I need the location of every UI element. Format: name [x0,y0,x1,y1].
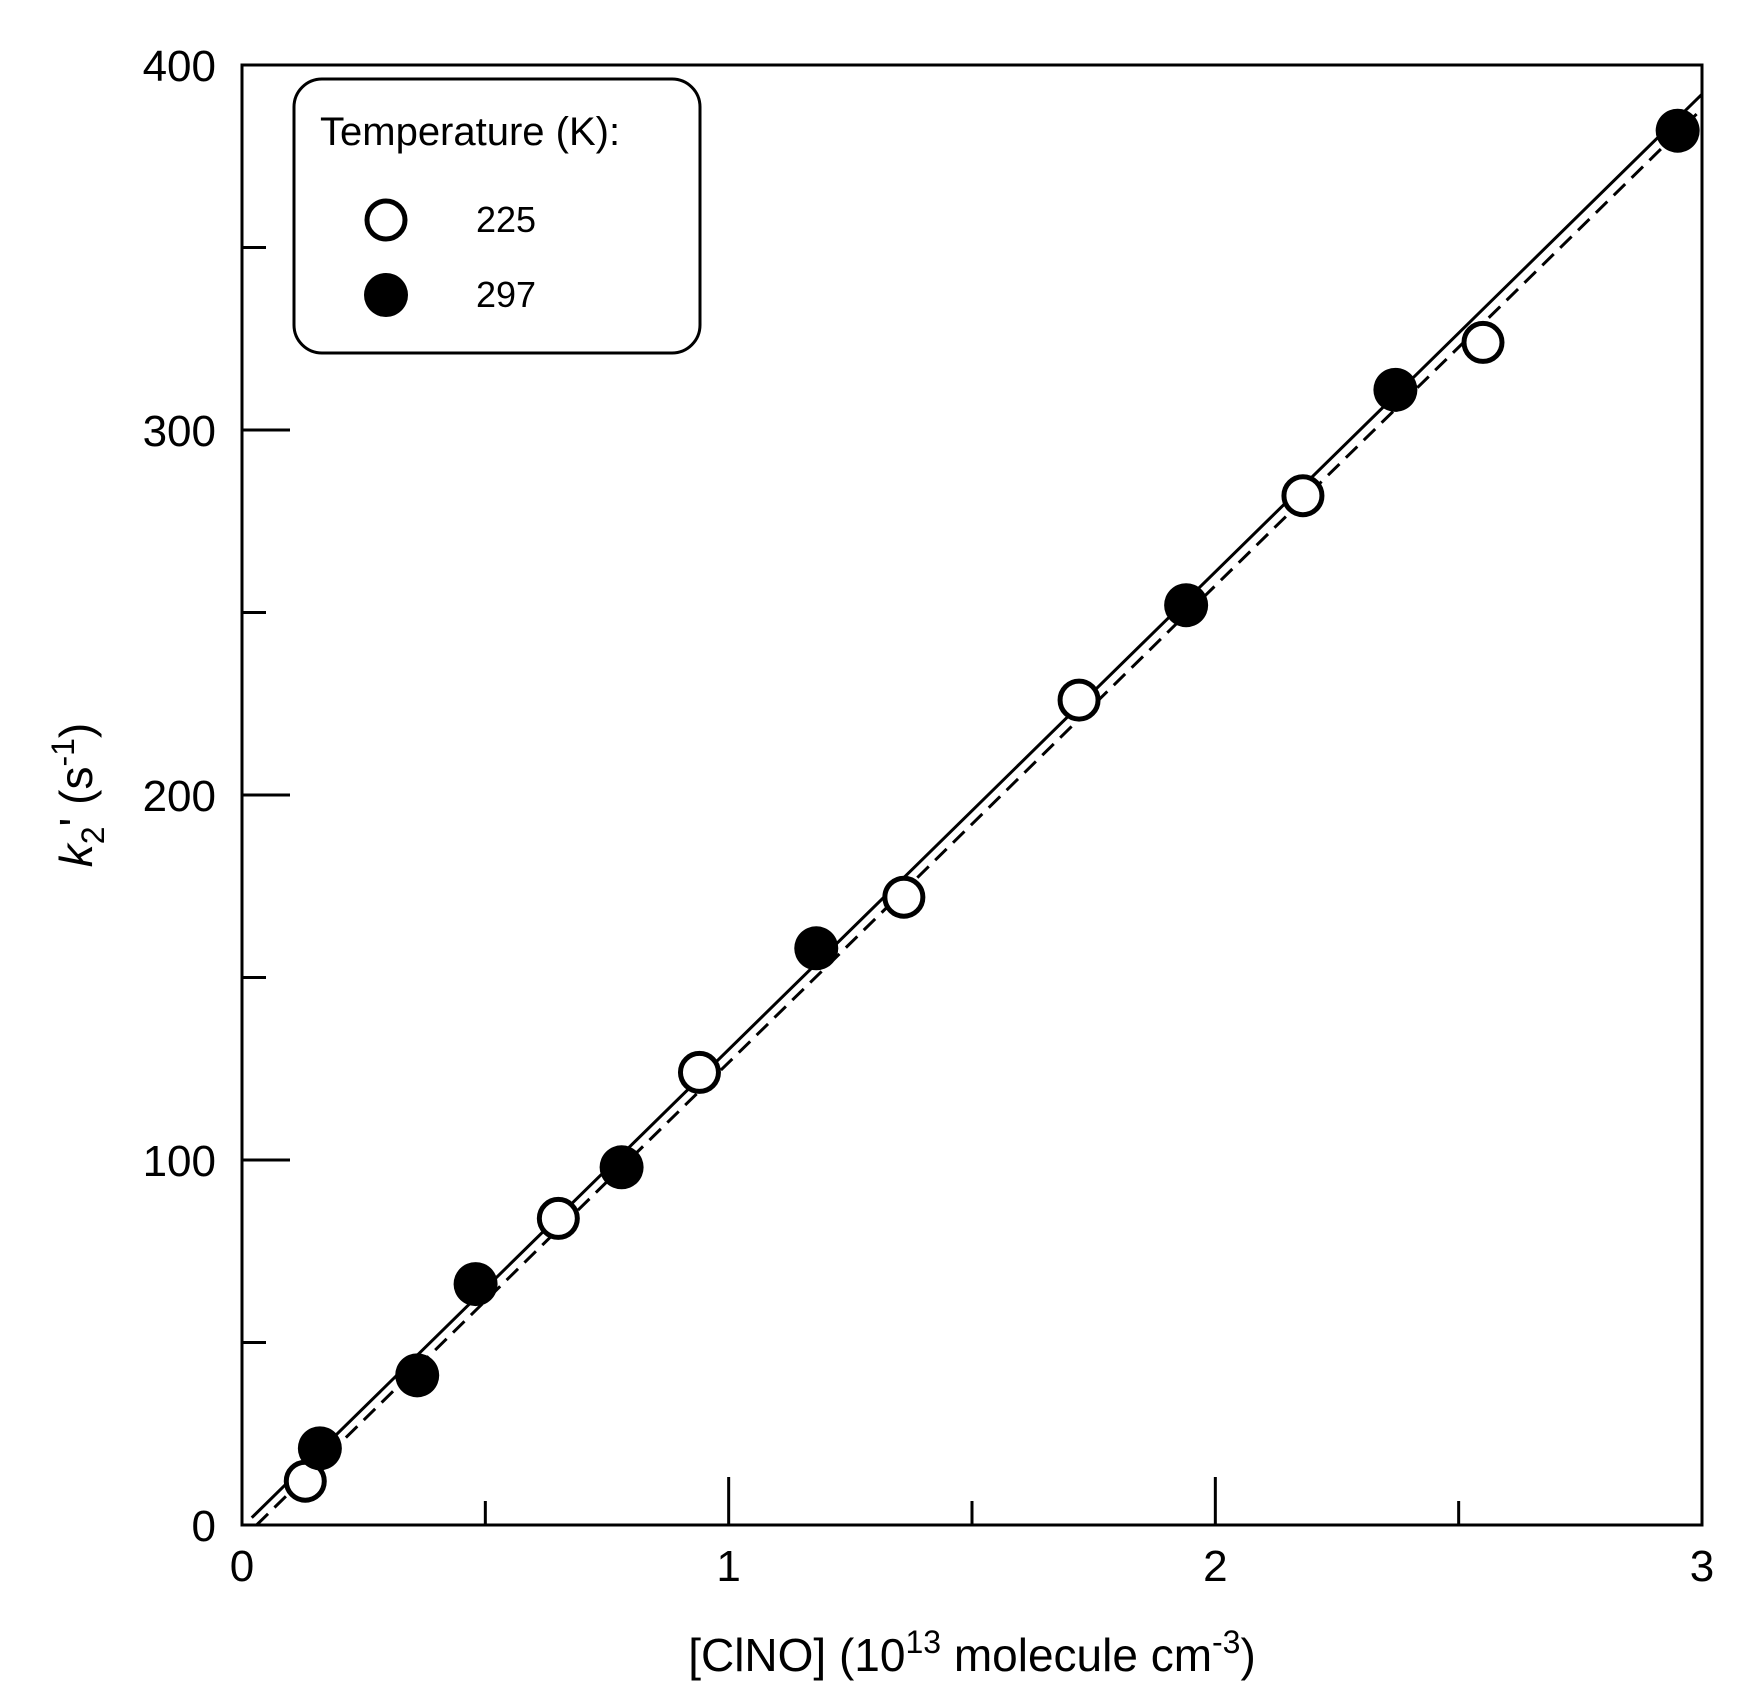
point-297 [1655,108,1700,153]
tick-labels: 0 1 2 3 0 100 200 300 400 [143,42,1715,1591]
y-tick-label: 100 [143,1137,216,1186]
point-297 [1164,583,1209,628]
y-tick-label: 400 [143,42,216,91]
legend: Temperature (K): 225 297 [292,77,702,355]
legend-title: Temperature (K): [320,110,620,154]
data-points [283,108,1700,1503]
y-axis-title-sup: -1 [45,738,81,766]
point-297 [1373,367,1418,412]
y-axis-title-italic: k [50,842,102,867]
point-225 [677,1050,721,1094]
x-axis-title-sup1: 13 [905,1624,941,1660]
legend-marker-filled-circle [364,273,408,317]
point-297 [297,1426,342,1471]
y-tick-label: 0 [192,1502,216,1551]
legend-marker-open-circle [364,198,408,242]
point-297 [395,1353,440,1398]
y-tick-label: 200 [143,772,216,821]
x-axis-title-prefix: [ClNO] (10 [688,1629,905,1681]
x-tick-label: 2 [1203,1542,1227,1591]
y-axis-title: k2' (s-1) [45,723,111,867]
y-axis-title-prime: ' [50,818,102,827]
point-297 [453,1262,498,1307]
x-axis-title: [ClNO] (1013 molecule cm-3) [688,1624,1256,1681]
point-225 [536,1196,580,1240]
point-297 [794,926,839,971]
x-axis-title-middle: molecule cm [941,1629,1212,1681]
legend-label-297: 297 [476,274,536,315]
legend-label-225: 225 [476,199,536,240]
point-297 [599,1145,644,1190]
x-tick-label: 3 [1690,1542,1714,1591]
x-axis-title-sup2: -3 [1212,1624,1240,1660]
y-axis-title-sub: 2 [75,826,111,844]
x-tick-label: 0 [230,1542,254,1591]
x-axis-title-suffix: ) [1240,1629,1255,1681]
y-tick-label: 300 [143,407,216,456]
point-225 [1281,474,1325,518]
point-225 [1057,678,1101,722]
fit-line-dashed [255,107,1704,1527]
x-tick-label: 1 [716,1542,740,1591]
point-225 [1461,320,1505,364]
point-225 [882,875,926,919]
axis-ticks [242,246,1461,1525]
y-axis-title-suffix: ) [50,723,102,738]
y-axis-title-middle: (s [50,767,102,818]
